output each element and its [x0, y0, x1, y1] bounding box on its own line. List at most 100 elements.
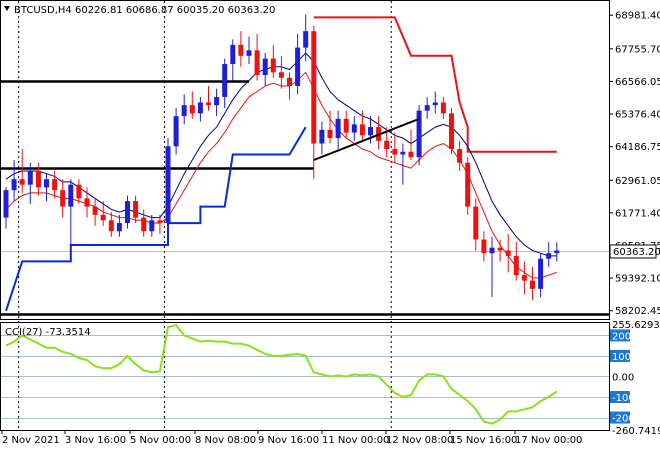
- triangle-down-icon[interactable]: [4, 6, 10, 11]
- symbol-info: BTCUSD,H4 60226.81 60686.87 60035.20 603…: [14, 5, 275, 16]
- candle: [538, 253, 544, 298]
- stop-line-up: [5, 126, 307, 312]
- candle: [206, 85, 211, 111]
- time-axis-label: 2 Nov 2021: [2, 435, 60, 446]
- candle: [189, 91, 195, 119]
- candle: [149, 214, 155, 237]
- candle: [222, 58, 228, 108]
- candle: [246, 36, 252, 65]
- price-axis: 68981.40 67755.70 66566.05 65376.40 64186.75…: [609, 11, 660, 317]
- time-axis-label: 5 Nov 00:00: [130, 435, 191, 446]
- candle: [440, 96, 446, 119]
- cci-level-tag: [610, 329, 630, 342]
- candle: [35, 162, 41, 196]
- time-axis-label: 9 Nov 16:00: [258, 435, 319, 446]
- candle: [11, 160, 17, 202]
- cci-level-tag: [610, 411, 630, 424]
- candle: [546, 242, 552, 267]
- cci-level-lines: [1, 335, 609, 419]
- candle: [505, 234, 511, 273]
- candle: [173, 107, 179, 155]
- candle: [116, 214, 122, 237]
- candle: [157, 214, 163, 235]
- candle: [424, 96, 430, 119]
- candle: [481, 231, 487, 262]
- cci-label: CCI(27) -73.3514: [5, 327, 91, 338]
- candles: [3, 14, 560, 300]
- candle: [254, 33, 260, 81]
- time-axis-label: 8 Nov 08:00: [195, 435, 256, 446]
- price-axis-label: 62961.05: [615, 176, 660, 187]
- candle: [311, 25, 317, 180]
- candle: [432, 91, 438, 114]
- candle: [343, 110, 349, 139]
- candle: [181, 94, 187, 125]
- candle: [68, 179, 74, 251]
- candle: [465, 157, 471, 215]
- candle: [84, 187, 90, 218]
- candle: [262, 53, 268, 86]
- candle: [521, 261, 527, 295]
- price-axis-label: 67755.70: [615, 44, 660, 55]
- candle: [133, 195, 139, 224]
- cci-axis-label: 0.00: [612, 372, 634, 383]
- candle: [327, 110, 333, 144]
- cci-axis-label: -200: [612, 414, 635, 425]
- candle: [287, 72, 292, 100]
- current-price-tag: 60363.20: [609, 244, 660, 259]
- candle: [108, 212, 114, 237]
- trend-line-group[interactable]: [313, 117, 420, 161]
- cci-axis-label: -260.7419: [612, 426, 660, 437]
- candle: [408, 129, 414, 160]
- candle: [270, 44, 276, 78]
- cci-axis-label: 200: [612, 331, 631, 342]
- candle: [400, 143, 406, 185]
- price-axis-label: 61771.40: [615, 208, 660, 219]
- candle: [351, 116, 357, 141]
- candle: [44, 173, 49, 202]
- candle: [52, 170, 58, 199]
- time-axis-label: 12 Nov 08:00: [386, 435, 453, 446]
- price-axis-label: 65376.40: [615, 110, 660, 121]
- candle: [416, 105, 422, 166]
- cci-level-tag: [610, 349, 630, 362]
- candle: [125, 195, 130, 229]
- candle: [19, 149, 25, 193]
- price-axis-label: 64186.75: [615, 142, 660, 153]
- candle: [214, 88, 220, 117]
- candle: [368, 116, 373, 144]
- candle: [497, 239, 503, 262]
- candle: [359, 110, 365, 141]
- day-separators: [18, 1, 392, 430]
- cci-axis-label: 255.6293: [612, 320, 660, 331]
- time-axis: 2 Nov 2021 3 Nov 16:00 5 Nov 00:00 8 Nov 08…: [1, 430, 582, 446]
- cci-line-group: [5, 324, 558, 425]
- candle: [554, 242, 560, 262]
- candle: [141, 209, 147, 237]
- cci-axis-label: -100: [612, 393, 635, 404]
- stop-line-down: [313, 16, 557, 153]
- stop-lines: [5, 16, 557, 312]
- trend-line: [313, 117, 420, 161]
- candle: [165, 138, 171, 229]
- time-axis-label: 11 Nov 00:00: [322, 435, 389, 446]
- candle: [392, 132, 398, 163]
- candle: [530, 266, 535, 300]
- candle: [278, 55, 284, 89]
- candle: [92, 198, 98, 226]
- candle: [76, 179, 82, 204]
- candle: [303, 14, 309, 62]
- candle: [238, 31, 244, 67]
- time-axis-label: 17 Nov 00:00: [515, 435, 582, 446]
- price-axis-label: 68981.40: [615, 11, 660, 22]
- cci-axis-label: 100: [612, 352, 631, 363]
- candle: [449, 107, 454, 155]
- candle: [230, 39, 236, 81]
- candle: [489, 236, 495, 298]
- price-axis-label: 58202.45: [615, 306, 660, 317]
- candle: [27, 162, 33, 204]
- cci-line: [5, 324, 558, 425]
- candle: [335, 110, 341, 150]
